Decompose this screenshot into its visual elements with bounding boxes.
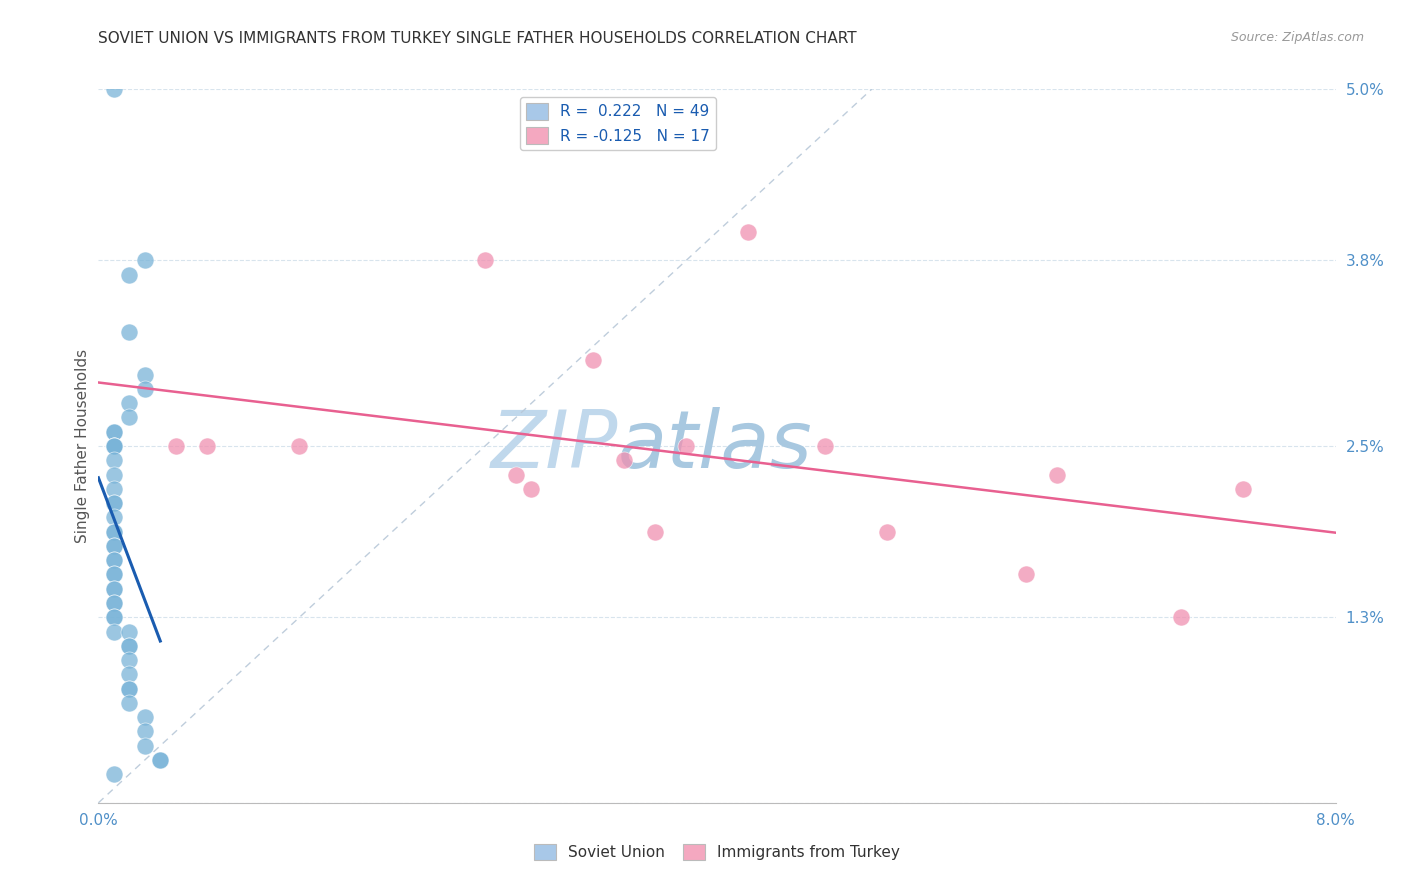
Point bbox=[103, 767, 125, 781]
Point bbox=[103, 496, 125, 510]
Point bbox=[103, 596, 125, 610]
Point bbox=[149, 753, 172, 767]
Point bbox=[103, 482, 125, 496]
Point bbox=[474, 253, 496, 268]
Point bbox=[288, 439, 311, 453]
Point bbox=[103, 453, 125, 467]
Text: ZIP: ZIP bbox=[491, 407, 619, 485]
Point bbox=[118, 268, 141, 282]
Point bbox=[118, 667, 141, 681]
Point bbox=[195, 439, 218, 453]
Point bbox=[134, 724, 156, 739]
Point bbox=[103, 596, 125, 610]
Point bbox=[1046, 467, 1069, 482]
Point bbox=[134, 710, 156, 724]
Point bbox=[103, 553, 125, 567]
Point bbox=[103, 496, 125, 510]
Point bbox=[505, 467, 527, 482]
Point bbox=[613, 453, 636, 467]
Point bbox=[103, 553, 125, 567]
Point bbox=[103, 610, 125, 624]
Point bbox=[876, 524, 898, 539]
Point bbox=[118, 681, 141, 696]
Legend: Soviet Union, Immigrants from Turkey: Soviet Union, Immigrants from Turkey bbox=[529, 838, 905, 866]
Point bbox=[103, 539, 125, 553]
Point bbox=[134, 382, 156, 396]
Point bbox=[814, 439, 837, 453]
Point bbox=[103, 624, 125, 639]
Point bbox=[644, 524, 666, 539]
Point bbox=[118, 696, 141, 710]
Point bbox=[118, 653, 141, 667]
Point bbox=[103, 524, 125, 539]
Point bbox=[118, 624, 141, 639]
Point bbox=[134, 253, 156, 268]
Point bbox=[103, 524, 125, 539]
Point bbox=[118, 639, 141, 653]
Point bbox=[103, 82, 125, 96]
Point bbox=[165, 439, 187, 453]
Point bbox=[103, 539, 125, 553]
Point bbox=[582, 353, 605, 368]
Point bbox=[1015, 567, 1038, 582]
Point bbox=[103, 510, 125, 524]
Point bbox=[1232, 482, 1254, 496]
Point bbox=[118, 410, 141, 425]
Point bbox=[103, 467, 125, 482]
Point bbox=[118, 396, 141, 410]
Point bbox=[103, 439, 125, 453]
Point bbox=[118, 681, 141, 696]
Point bbox=[118, 639, 141, 653]
Text: Source: ZipAtlas.com: Source: ZipAtlas.com bbox=[1230, 31, 1364, 45]
Point bbox=[103, 425, 125, 439]
Point bbox=[103, 610, 125, 624]
Point bbox=[118, 325, 141, 339]
Point bbox=[737, 225, 759, 239]
Y-axis label: Single Father Households: Single Father Households bbox=[75, 349, 90, 543]
Point bbox=[103, 582, 125, 596]
Point bbox=[103, 582, 125, 596]
Point bbox=[103, 439, 125, 453]
Point bbox=[134, 368, 156, 382]
Text: SOVIET UNION VS IMMIGRANTS FROM TURKEY SINGLE FATHER HOUSEHOLDS CORRELATION CHAR: SOVIET UNION VS IMMIGRANTS FROM TURKEY S… bbox=[98, 31, 858, 46]
Point bbox=[103, 425, 125, 439]
Point bbox=[103, 439, 125, 453]
Point bbox=[1170, 610, 1192, 624]
Text: atlas: atlas bbox=[619, 407, 813, 485]
Point bbox=[149, 753, 172, 767]
Point bbox=[675, 439, 697, 453]
Point bbox=[134, 739, 156, 753]
Point bbox=[103, 439, 125, 453]
Point bbox=[520, 482, 543, 496]
Point bbox=[103, 567, 125, 582]
Point bbox=[103, 567, 125, 582]
